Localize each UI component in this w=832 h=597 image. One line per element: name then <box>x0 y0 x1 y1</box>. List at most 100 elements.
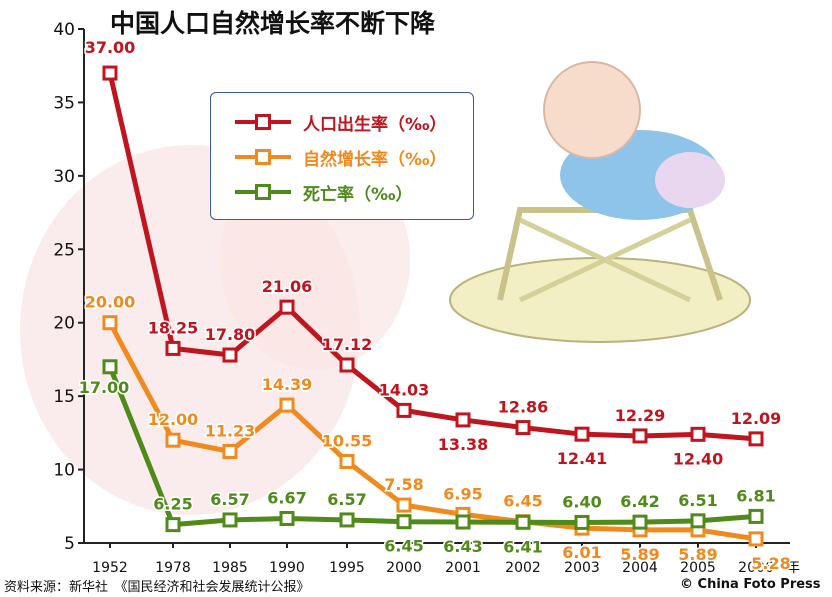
x-tick-label: 2001 <box>445 560 481 576</box>
data-label-birth: 13.38 <box>438 435 489 454</box>
data-point-death <box>632 514 648 530</box>
data-point-birth <box>515 420 531 436</box>
y-tick-label: 15 <box>53 387 75 407</box>
data-label-natural: 6.95 <box>443 484 482 503</box>
data-label-death: 17.00 <box>79 378 130 397</box>
data-point-death <box>396 514 412 530</box>
legend-item-birth-rate: 人口出生率（‰） <box>235 109 446 135</box>
data-point-natural <box>222 444 238 460</box>
data-point-death <box>748 508 764 524</box>
data-label-birth: 12.29 <box>615 406 666 425</box>
data-point-death <box>455 514 471 530</box>
data-label-natural: 10.55 <box>322 431 373 450</box>
baby-head <box>543 61 641 159</box>
data-point-birth <box>455 412 471 428</box>
data-label-natural: 7.58 <box>384 475 423 494</box>
data-label-birth: 14.03 <box>379 380 430 399</box>
data-point-birth <box>165 340 181 356</box>
y-tick-label: 40 <box>53 20 75 40</box>
data-label-birth: 18.25 <box>148 318 199 337</box>
x-tick-label: 1985 <box>212 560 248 576</box>
legend-label-natural: 自然增长率（‰） <box>303 149 447 170</box>
data-point-death <box>690 513 706 529</box>
data-label-death: 6.43 <box>443 537 482 556</box>
chart-title: 中国人口自然增长率不断下降 <box>110 9 436 38</box>
data-point-death <box>515 514 531 530</box>
data-point-natural <box>165 432 181 448</box>
data-label-death: 6.40 <box>562 492 601 511</box>
data-label-birth: 21.06 <box>262 277 313 296</box>
data-point-birth <box>102 65 118 81</box>
data-label-birth: 12.40 <box>673 449 724 468</box>
x-axis-label: 年 <box>786 560 800 576</box>
data-label-natural: 6.01 <box>562 543 601 562</box>
y-tick-label: 35 <box>53 93 75 113</box>
y-tick-label: 25 <box>53 240 75 260</box>
legend-line-birth <box>235 114 291 130</box>
data-label-death: 6.41 <box>503 537 542 556</box>
data-point-death <box>339 512 355 528</box>
data-point-birth <box>574 426 590 442</box>
legend: 人口出生率（‰） 自然增长率（‰） 死亡率（‰） <box>210 92 474 220</box>
x-tick-label: 1995 <box>329 560 365 576</box>
data-label-birth: 17.80 <box>205 325 256 344</box>
x-tick-label: 1952 <box>92 560 128 576</box>
data-point-birth <box>690 426 706 442</box>
x-tick-label: 2004 <box>622 560 658 576</box>
data-point-natural <box>279 397 295 413</box>
legend-label-birth: 人口出生率（‰） <box>303 114 447 135</box>
data-label-natural: 5.28 <box>751 554 790 573</box>
data-label-death: 6.57 <box>210 490 249 509</box>
y-tick-label: 10 <box>53 461 75 481</box>
data-point-death <box>279 510 295 526</box>
data-point-birth <box>632 428 648 444</box>
data-label-natural: 20.00 <box>85 293 136 312</box>
data-label-death: 6.51 <box>678 491 717 510</box>
data-label-death: 6.67 <box>267 488 306 507</box>
legend-marker-death <box>255 184 271 200</box>
data-point-death <box>574 514 590 530</box>
legend-line-death <box>235 184 291 200</box>
data-point-natural <box>748 531 764 547</box>
legend-item-natural-growth: 自然增长率（‰） <box>235 144 446 170</box>
data-label-death: 6.42 <box>620 492 659 511</box>
data-point-birth <box>279 299 295 315</box>
source-note: 资料来源：新华社 《国民经济和社会发展统计公报》 <box>4 580 310 595</box>
x-tick-label: 2006 <box>738 560 774 576</box>
x-tick-label: 1978 <box>155 560 191 576</box>
legend-line-natural <box>235 149 291 165</box>
data-label-natural: 14.39 <box>262 375 313 394</box>
data-label-birth: 12.41 <box>557 449 608 468</box>
data-point-natural <box>339 453 355 469</box>
data-point-death <box>165 517 181 533</box>
y-tick-label: 30 <box>53 167 75 187</box>
walker-legs <box>518 217 692 303</box>
data-point-natural <box>396 497 412 513</box>
legend-item-death-rate: 死亡率（‰） <box>235 179 412 205</box>
baby-cushion <box>655 152 725 208</box>
data-point-death <box>102 359 118 375</box>
data-label-birth: 17.12 <box>322 335 373 354</box>
x-tick-label: 2005 <box>680 560 716 576</box>
data-label-birth: 37.00 <box>85 38 136 57</box>
series-line-birth <box>107 72 757 442</box>
data-point-death <box>222 512 238 528</box>
data-point-birth <box>339 357 355 373</box>
y-tick-label: 5 <box>64 534 75 554</box>
data-label-natural: 6.45 <box>503 492 542 511</box>
data-label-natural: 5.89 <box>620 545 659 564</box>
data-point-birth <box>396 402 412 418</box>
x-tick-label: 2003 <box>564 560 600 576</box>
legend-label-death: 死亡率（‰） <box>303 184 413 205</box>
data-label-natural: 12.00 <box>148 410 199 429</box>
data-label-death: 6.45 <box>384 537 423 556</box>
x-tick-label: 2000 <box>386 560 422 576</box>
data-label-birth: 12.09 <box>731 409 782 428</box>
data-label-death: 6.25 <box>153 495 192 514</box>
data-label-death: 6.81 <box>736 486 775 505</box>
legend-marker-birth <box>255 114 271 130</box>
x-tick-label: 2002 <box>505 560 541 576</box>
data-label-natural: 11.23 <box>205 422 256 441</box>
data-point-birth <box>748 431 764 447</box>
